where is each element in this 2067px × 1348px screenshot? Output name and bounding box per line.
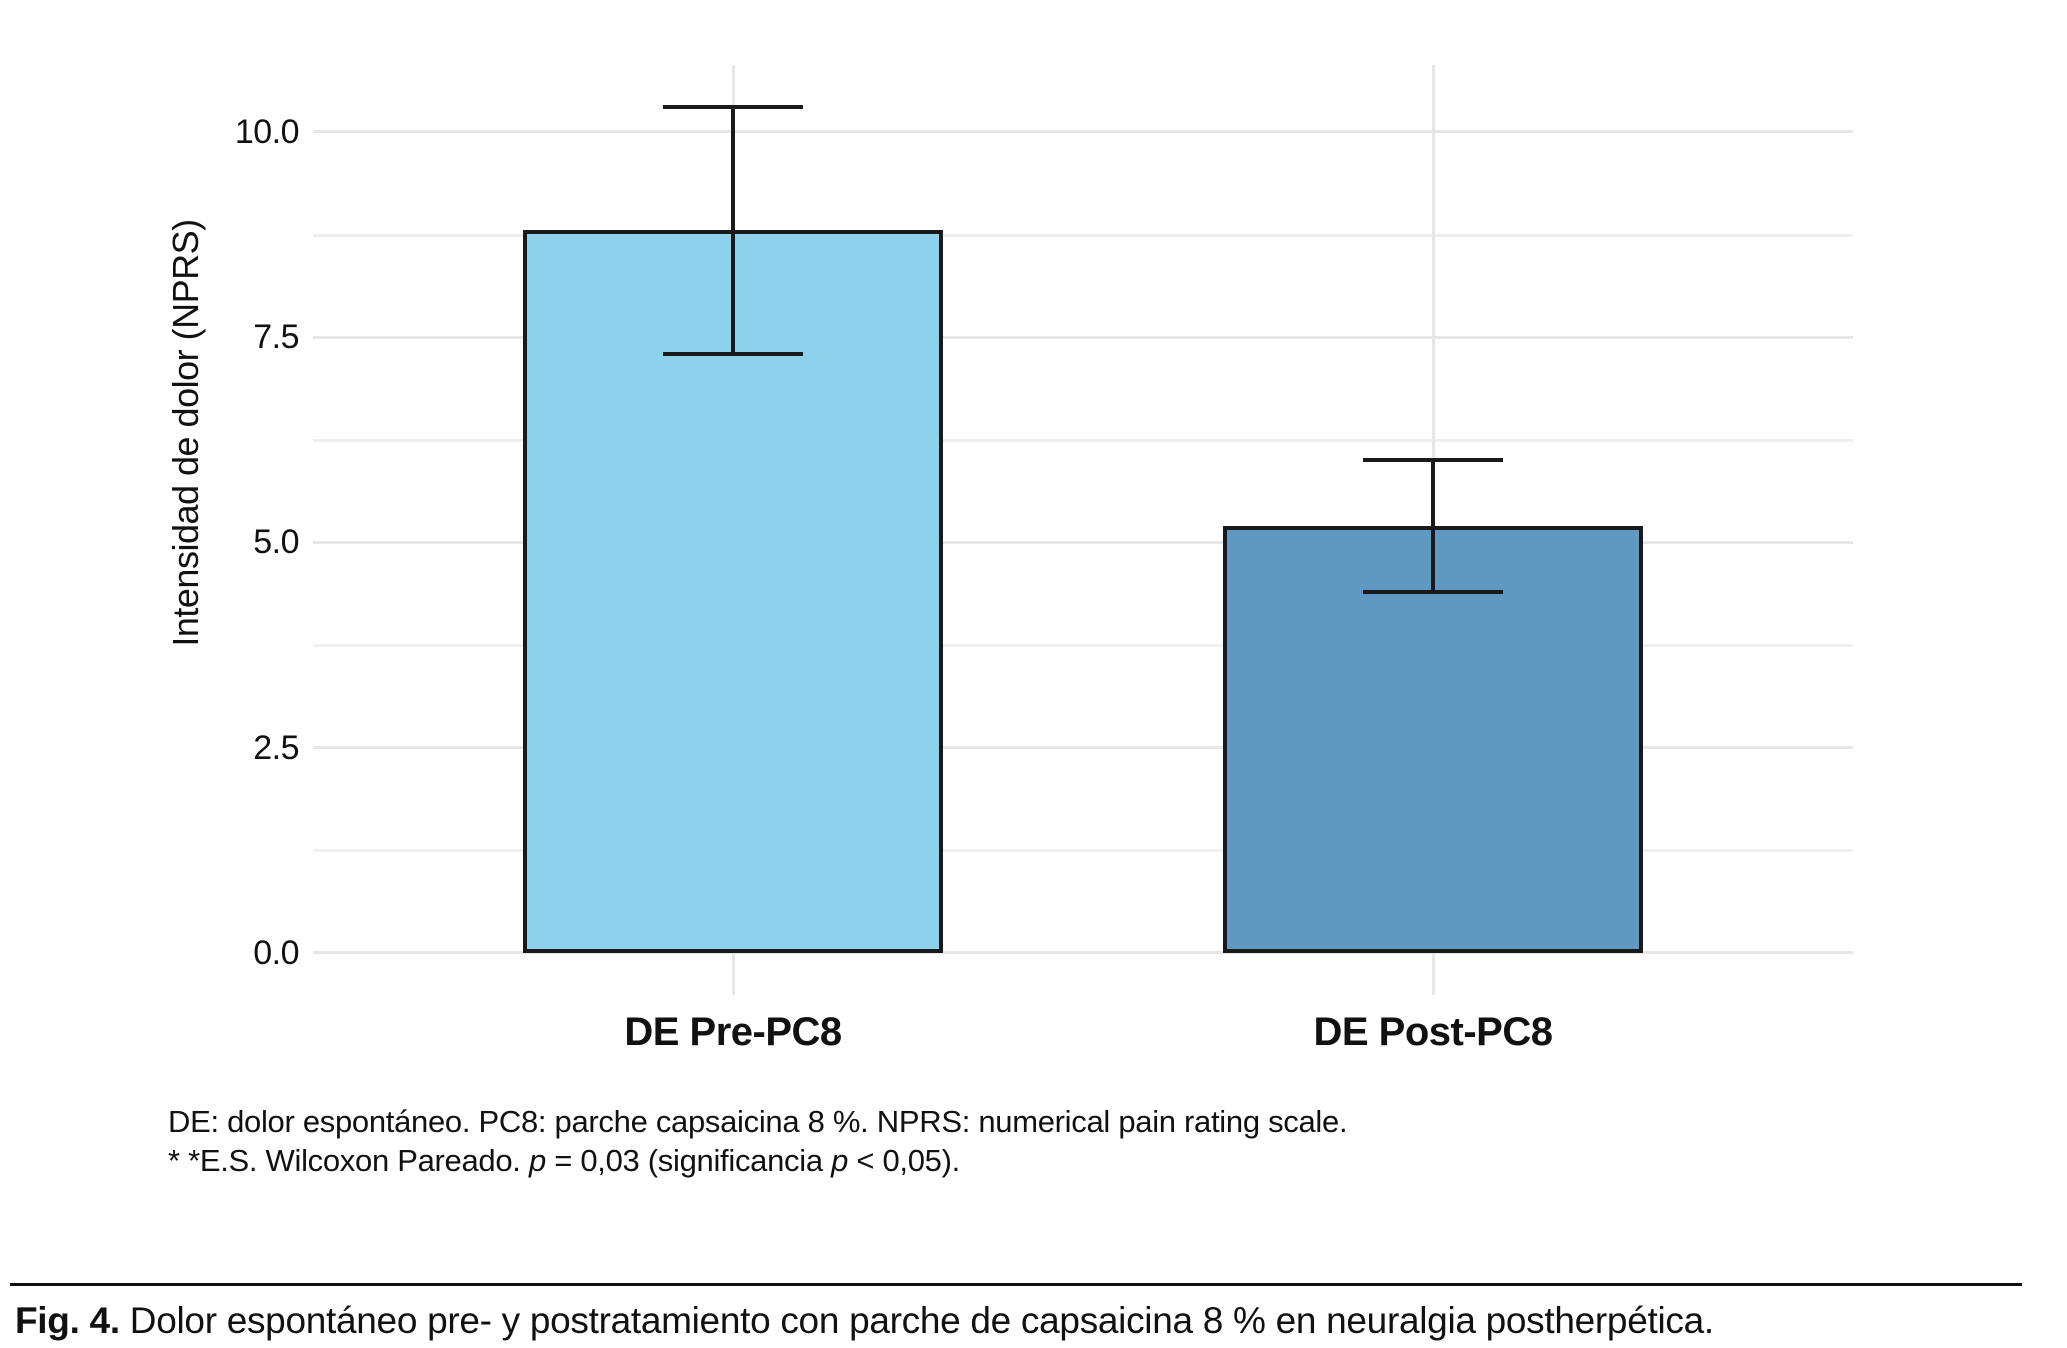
gridline-minor (313, 438, 1853, 442)
footnote-text: < 0,05). (848, 1143, 960, 1178)
gridline-major (313, 335, 1853, 339)
footnote-line-2: * *E.S. Wilcoxon Pareado. p = 0,03 (sign… (168, 1141, 1347, 1180)
error-bar-cap-bottom (1363, 589, 1503, 594)
figure-caption-text: Dolor espontáneo pre- y postratamiento c… (119, 1300, 1714, 1341)
gridline-major (313, 540, 1853, 544)
x-category-label: DE Pre-PC8 (624, 1010, 842, 1054)
y-tick-label: 2.5 (253, 728, 299, 767)
footnote-italic-p: p (528, 1143, 546, 1178)
footnote-line-1: DE: dolor espontáneo. PC8: parche capsai… (168, 1104, 1348, 1139)
gridline-major (313, 130, 1853, 134)
error-bar-cap-bottom (663, 351, 803, 356)
error-bar-line (731, 107, 735, 354)
bar-de-post-pc8 (1223, 526, 1643, 953)
y-tick-label: 7.5 (253, 318, 299, 357)
y-tick-label: 10.0 (234, 112, 300, 151)
footnote-italic-p: p (831, 1143, 849, 1178)
error-bar-line (1431, 460, 1435, 592)
error-bar-cap-top (1363, 458, 1503, 463)
error-bar-cap-top (663, 105, 803, 110)
caption-divider (10, 1283, 2022, 1286)
gridline-major (313, 746, 1853, 750)
figure-caption: Fig. 4. Dolor espontáneo pre- y postrata… (15, 1300, 1714, 1342)
chart-panel (313, 65, 1853, 995)
gridline-minor (313, 233, 1853, 237)
footnote-text: = 0,03 (significancia (545, 1143, 832, 1178)
chart-footnote: DE: dolor espontáneo. PC8: parche capsai… (168, 1102, 1348, 1180)
y-tick-label: 5.0 (253, 523, 299, 562)
gridline-minor (313, 849, 1853, 853)
x-category-label: DE Post-PC8 (1313, 1010, 1554, 1054)
gridline-major (313, 951, 1853, 955)
footnote-text: * *E.S. Wilcoxon Pareado. (168, 1143, 529, 1178)
y-tick-label: 0.0 (253, 933, 299, 972)
gridline-minor (313, 644, 1853, 648)
figure-caption-number: Fig. 4. (15, 1300, 120, 1341)
y-axis-title: Intensidad de dolor (NPRS) (165, 219, 206, 647)
